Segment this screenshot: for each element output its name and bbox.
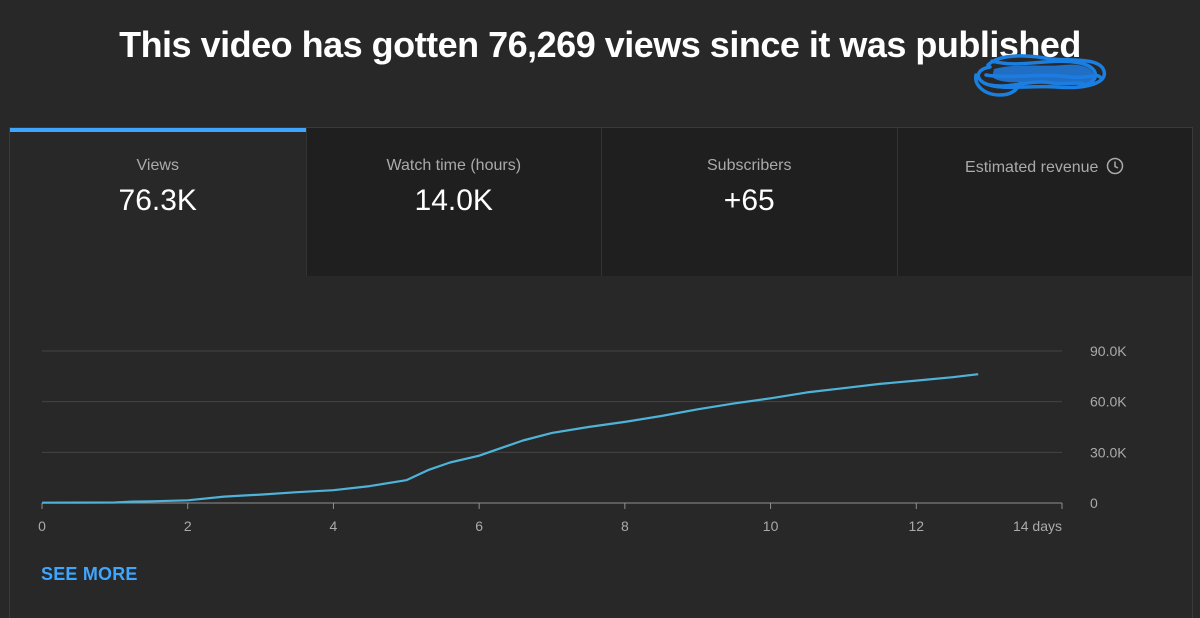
tab-watch-time[interactable]: Watch time (hours) 14.0K	[305, 128, 601, 276]
tab-subscribers[interactable]: Subscribers +65	[601, 128, 897, 276]
analytics-card: Views 76.3K Watch time (hours) 14.0K Sub…	[9, 127, 1193, 618]
tab-estimated-revenue[interactable]: Estimated revenue	[896, 128, 1193, 276]
tab-label: Views	[136, 157, 179, 174]
tab-label: Watch time (hours)	[386, 157, 522, 174]
see-more-link[interactable]: SEE MORE	[41, 564, 138, 584]
clock-icon[interactable]	[1106, 157, 1124, 180]
tab-value: 76.3K	[118, 184, 197, 217]
tab-value: 14.0K	[414, 184, 493, 217]
tab-label: Subscribers	[707, 157, 792, 174]
tab-label: Estimated revenue	[965, 159, 1099, 176]
metric-tabs: Views 76.3K Watch time (hours) 14.0K Sub…	[10, 128, 1192, 276]
tab-value: +65	[723, 184, 775, 217]
tab-label-row: Estimated revenue	[898, 157, 1193, 180]
redaction-scribble	[960, 49, 1110, 114]
page-headline: This video has gotten 76,269 views since…	[119, 24, 1081, 65]
tab-views[interactable]: Views 76.3K	[10, 128, 306, 276]
